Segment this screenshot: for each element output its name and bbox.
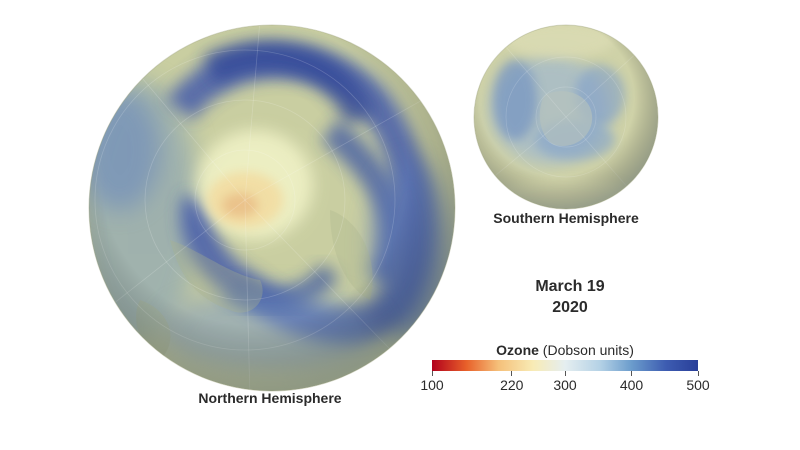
date-label: March 19 2020 [500, 276, 640, 318]
southern-hemisphere-label: Southern Hemisphere [493, 210, 639, 226]
ozone-colorbar [432, 360, 698, 371]
colorbar-tick-label: 100 [420, 377, 444, 393]
colorbar-tick-label: 300 [553, 377, 577, 393]
legend-title-bold: Ozone [496, 342, 539, 358]
northern-hemisphere-globe [89, 25, 455, 391]
date-line-2: 2020 [552, 299, 588, 316]
legend-title-units: (Dobson units) [538, 342, 634, 358]
colorbar-tick-label: 400 [619, 377, 644, 393]
northern-hemisphere-label: Northern Hemisphere [198, 390, 342, 406]
legend-title: Ozone (Dobson units) [432, 342, 698, 358]
date-line-1: March 19 [535, 278, 605, 295]
colorbar-tick-label: 500 [686, 377, 710, 393]
colorbar-tick-label: 220 [500, 377, 524, 393]
colorbar-tick [511, 371, 513, 376]
colorbar-tick [431, 371, 433, 376]
colorbar-tick [631, 371, 632, 376]
colorbar-tick [564, 371, 566, 376]
colorbar-tick [697, 371, 699, 376]
